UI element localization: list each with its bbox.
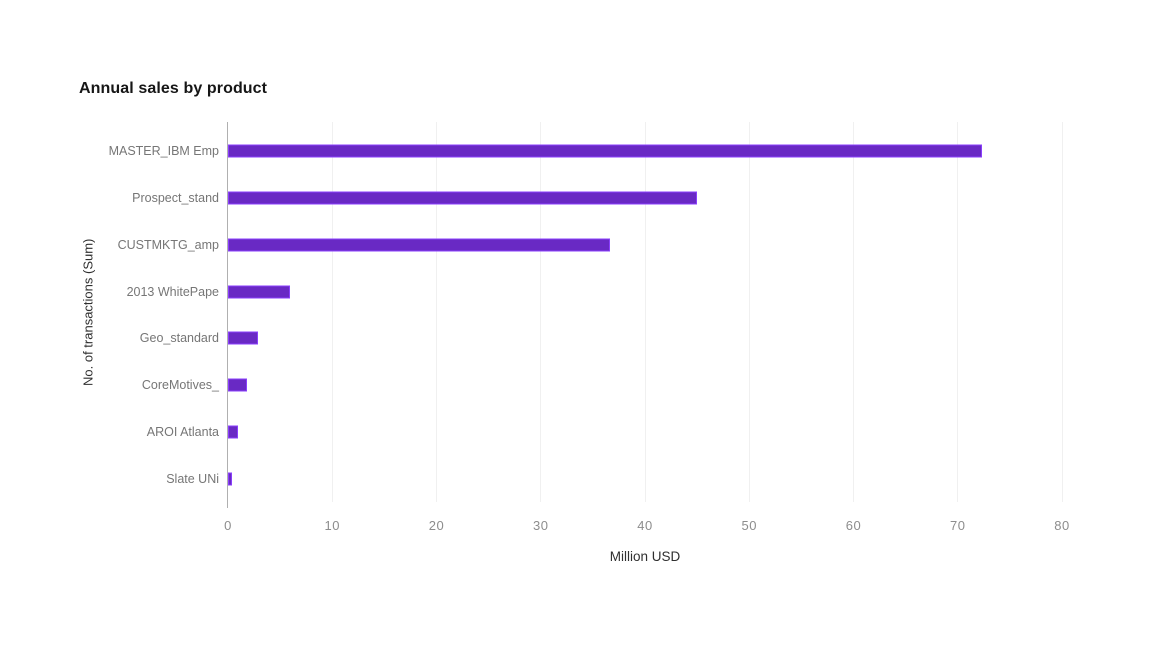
plot-area: MASTER_IBM Emp Prospect_stand CUSTMKTG_amp… xyxy=(109,122,1063,502)
x-tick-label-50: 50 xyxy=(741,518,757,533)
gridline-x-70 xyxy=(957,122,959,502)
chart-title: Annual sales by product xyxy=(79,80,268,97)
bar-prospect-stand[interactable] xyxy=(228,191,698,205)
category-label: MASTER_IBM Emp xyxy=(108,144,219,159)
bar-row: Slate UNi xyxy=(166,455,1062,502)
gridline-x-10 xyxy=(331,122,333,502)
bar-row: AROI Atlanta xyxy=(147,409,1062,456)
bar-master-ibm-emp[interactable] xyxy=(228,144,982,158)
x-tick-label-40: 40 xyxy=(637,518,653,533)
bar-custmktg-amp[interactable] xyxy=(228,238,610,252)
x-tick-label-10: 10 xyxy=(324,518,340,533)
category-label: CUSTMKTG_amp xyxy=(117,237,219,252)
x-tick-label-20: 20 xyxy=(428,518,445,533)
y-axis-line xyxy=(227,122,228,508)
x-tick-label-70: 70 xyxy=(950,518,966,533)
bar-aroi-atlanta[interactable] xyxy=(228,425,239,439)
bar-geo-standard[interactable] xyxy=(228,331,259,345)
category-label: Geo_standard xyxy=(139,331,219,346)
x-tick-label-80: 80 xyxy=(1054,518,1070,533)
bar-row: Geo_standard xyxy=(140,315,1062,362)
category-label: AROI Atlanta xyxy=(146,424,219,439)
bar-row: Prospect_stand xyxy=(132,175,1062,222)
gridline-x-60 xyxy=(853,122,854,502)
bar-2013-whitepape[interactable] xyxy=(228,285,290,299)
category-label: 2013 WhitePape xyxy=(126,284,219,299)
gridline-x-20 xyxy=(436,122,437,502)
bar-coremotives-[interactable] xyxy=(228,378,247,392)
category-label: CoreMotives_ xyxy=(141,378,219,393)
gridline-x-30 xyxy=(540,122,542,502)
y-axis-title: No. of transactions (Sum) xyxy=(80,238,96,386)
bar-row: MASTER_IBM Emp xyxy=(109,128,1062,175)
bar-rows: MASTER_IBM Emp Prospect_stand CUSTMKTG_amp… xyxy=(109,122,1062,502)
gridline-x-80 xyxy=(1061,122,1063,502)
x-tick-label-60: 60 xyxy=(845,518,862,533)
category-label: Slate UNi xyxy=(166,471,219,486)
gridline-x-50 xyxy=(748,122,750,502)
x-axis-title: Million USD xyxy=(609,549,681,564)
category-label: Prospect_stand xyxy=(132,191,219,206)
x-axis-ticks: 0 10 20 30 40 50 60 70 80 xyxy=(224,518,1069,534)
bar-row: CUSTMKTG_amp xyxy=(118,222,1062,269)
x-tick-label-0: 0 xyxy=(224,518,232,533)
bar-row: 2013 WhitePape xyxy=(127,268,1062,315)
x-tick-label-30: 30 xyxy=(533,518,549,533)
gridline-x-40 xyxy=(644,122,646,502)
bar-row: CoreMotives_ xyxy=(142,362,1062,409)
bar-slate-uni[interactable] xyxy=(228,472,233,486)
